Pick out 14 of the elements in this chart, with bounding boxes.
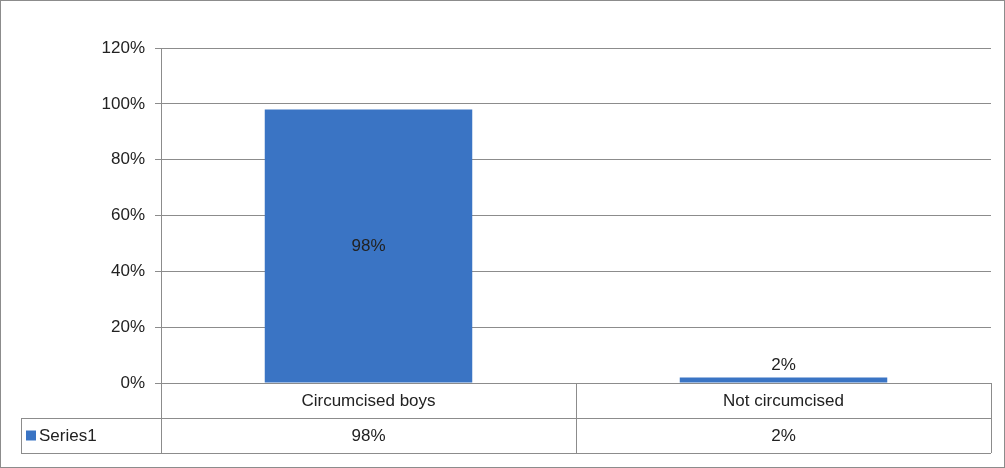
- data-label: 98%: [351, 426, 386, 446]
- y-tick-label: 0%: [120, 372, 145, 392]
- y-tick-label: 20%: [110, 316, 145, 336]
- x-tick-label: Circumcised boys: [301, 391, 436, 411]
- y-tick-label: 100%: [101, 93, 145, 113]
- legend-label: Series1: [39, 426, 97, 446]
- data-label: 2%: [771, 426, 796, 446]
- y-tick-label: 80%: [110, 149, 145, 169]
- text: 2%: [771, 355, 796, 375]
- y-tick-label: 40%: [110, 261, 145, 281]
- x-tick-label: Not circumcised: [723, 391, 844, 411]
- text: 98%: [351, 235, 386, 255]
- y-tick-label: 60%: [110, 205, 145, 225]
- y-tick-label: 120%: [101, 37, 145, 57]
